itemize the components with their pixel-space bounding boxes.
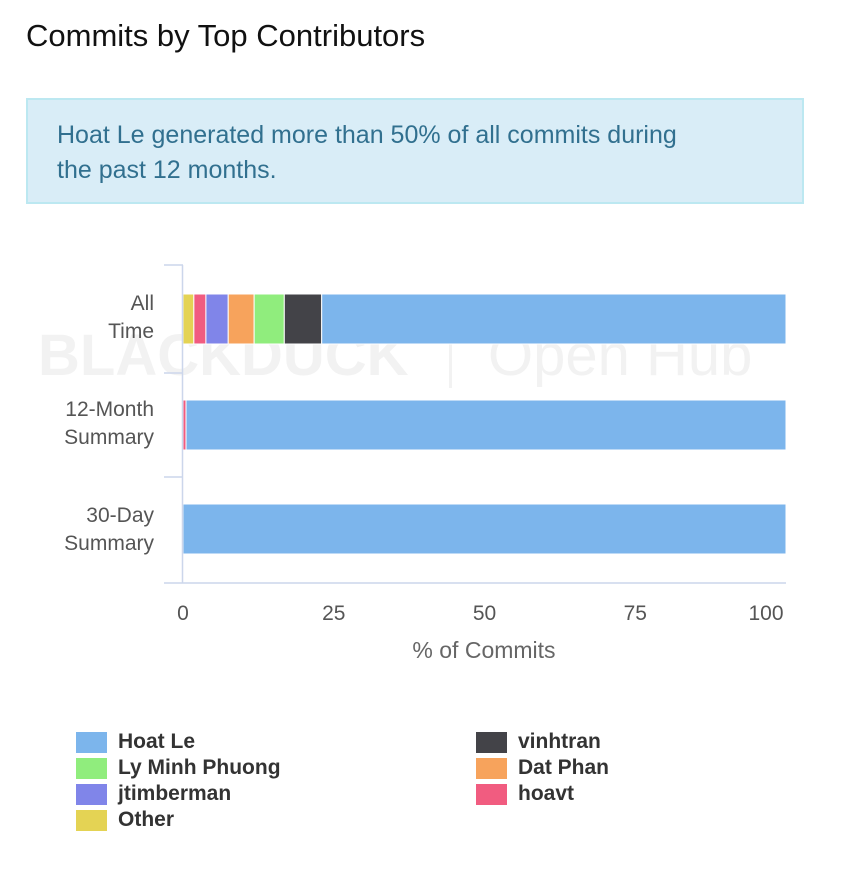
y-category-label: Summary — [64, 532, 154, 555]
bar-all-time-vinhtran — [283, 293, 323, 345]
legend-label: hoavt — [518, 782, 575, 805]
x-tick-label: 100 — [748, 602, 783, 625]
legend-swatch — [476, 732, 507, 753]
x-tick-label: 50 — [473, 602, 496, 625]
x-tick-label: 0 — [177, 602, 189, 625]
legend-swatch — [76, 810, 107, 831]
x-axis-title: % of Commits — [412, 637, 555, 663]
y-category-label: Summary — [64, 426, 154, 449]
watermark-divider — [449, 328, 452, 388]
x-tick-label: 75 — [624, 602, 647, 625]
legend-label: Other — [118, 808, 175, 831]
y-category-label: 30-Day — [86, 504, 154, 527]
bar-all-time-other — [182, 293, 195, 345]
bar-all-time-jtimberman — [205, 293, 229, 345]
y-category-label: Time — [108, 320, 154, 343]
y-category-label: 12-Month — [65, 398, 154, 421]
bar-30-day-summary-hoat-le — [182, 503, 787, 555]
legend-swatch — [76, 732, 107, 753]
legend-label: Ly Minh Phuong — [118, 756, 281, 779]
legend-label: jtimberman — [118, 782, 232, 805]
page-title: Commits by Top Contributors — [26, 18, 426, 53]
bar-12-month-summary-hoat-le — [185, 399, 787, 451]
legend-label: Dat Phan — [518, 756, 610, 779]
commits-bar-chart: BLACKDUCK Open Hub AllTime12-MonthSummar… — [38, 264, 787, 663]
info-alert-text: Hoat Le generated more than 50% of all c… — [57, 121, 677, 184]
bar-all-time-hoat-le — [321, 293, 787, 345]
bar-all-time-dat-phan — [227, 293, 255, 345]
legend-swatch — [476, 758, 507, 779]
bar-all-time-hoavt — [193, 293, 207, 345]
bar-all-time-ly-minh-phuong — [253, 293, 285, 345]
legend-swatch — [76, 784, 107, 805]
info-alert: Hoat Le generated more than 50% of all c… — [26, 98, 804, 204]
y-category-label: All — [131, 292, 154, 315]
legend-swatch — [76, 758, 107, 779]
x-tick-label: 25 — [322, 602, 345, 625]
legend-label: Hoat Le — [118, 730, 196, 753]
legend-swatch — [476, 784, 507, 805]
legend-label: vinhtran — [518, 730, 601, 753]
